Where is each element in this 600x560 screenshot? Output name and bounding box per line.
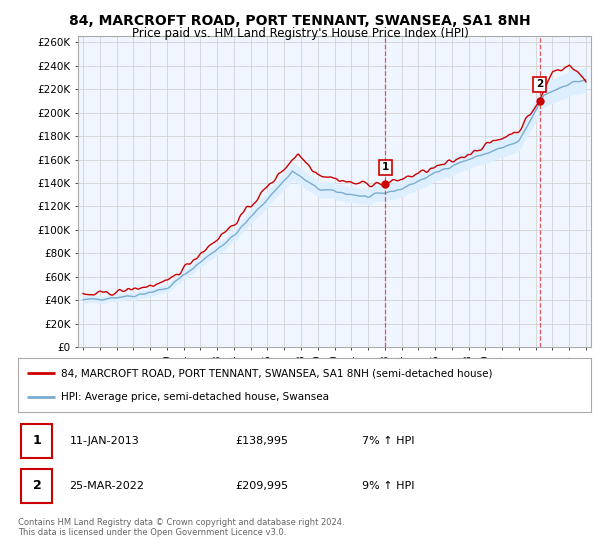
FancyBboxPatch shape: [21, 469, 52, 503]
Text: 2: 2: [536, 79, 543, 89]
Text: Contains HM Land Registry data © Crown copyright and database right 2024.
This d: Contains HM Land Registry data © Crown c…: [18, 518, 344, 538]
Text: 1: 1: [382, 162, 389, 172]
Text: £138,995: £138,995: [236, 436, 289, 446]
Text: 84, MARCROFT ROAD, PORT TENNANT, SWANSEA, SA1 8NH (semi-detached house): 84, MARCROFT ROAD, PORT TENNANT, SWANSEA…: [61, 368, 493, 379]
Text: 1: 1: [32, 435, 41, 447]
FancyBboxPatch shape: [21, 424, 52, 458]
Text: £209,995: £209,995: [236, 481, 289, 491]
Text: 9% ↑ HPI: 9% ↑ HPI: [362, 481, 415, 491]
Text: Price paid vs. HM Land Registry's House Price Index (HPI): Price paid vs. HM Land Registry's House …: [131, 27, 469, 40]
Text: 84, MARCROFT ROAD, PORT TENNANT, SWANSEA, SA1 8NH: 84, MARCROFT ROAD, PORT TENNANT, SWANSEA…: [69, 14, 531, 28]
Text: HPI: Average price, semi-detached house, Swansea: HPI: Average price, semi-detached house,…: [61, 391, 329, 402]
Text: 2: 2: [32, 479, 41, 492]
Text: 11-JAN-2013: 11-JAN-2013: [70, 436, 139, 446]
Text: 7% ↑ HPI: 7% ↑ HPI: [362, 436, 415, 446]
Text: 25-MAR-2022: 25-MAR-2022: [70, 481, 145, 491]
